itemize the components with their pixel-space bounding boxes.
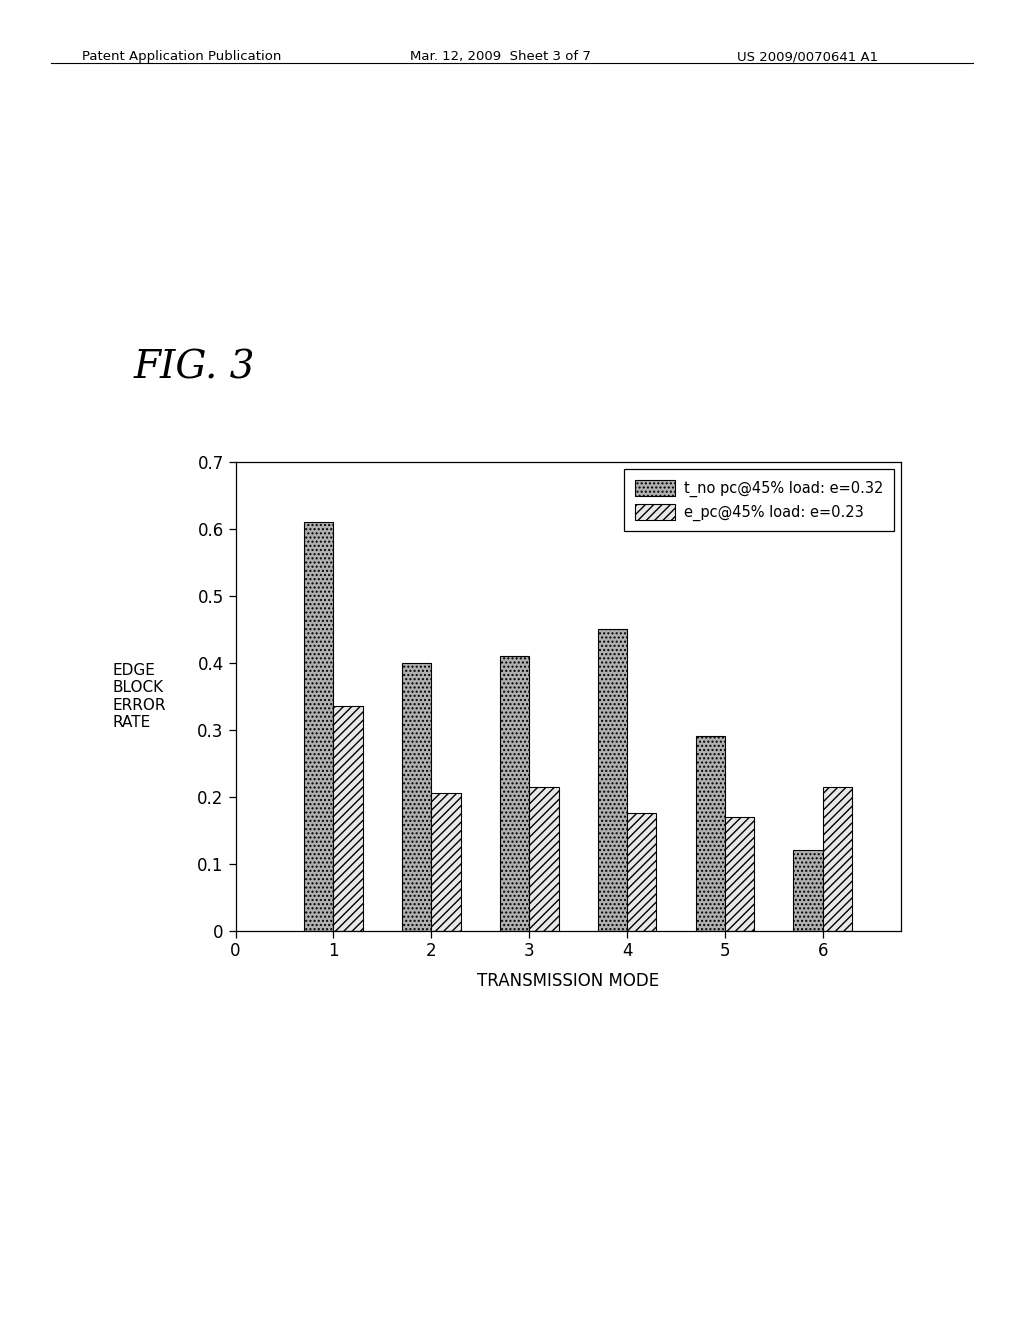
Bar xyxy=(334,706,362,931)
Bar xyxy=(431,793,461,931)
Bar xyxy=(598,630,627,931)
Text: US 2009/0070641 A1: US 2009/0070641 A1 xyxy=(737,50,879,63)
Bar xyxy=(695,737,725,931)
Text: Mar. 12, 2009  Sheet 3 of 7: Mar. 12, 2009 Sheet 3 of 7 xyxy=(410,50,591,63)
Legend: t_no pc@45% load: e=0.32, e_pc@45% load: e=0.23: t_no pc@45% load: e=0.32, e_pc@45% load:… xyxy=(625,470,894,531)
Bar xyxy=(823,787,852,931)
Text: FIG. 3: FIG. 3 xyxy=(133,350,255,387)
Bar xyxy=(304,523,334,931)
Bar xyxy=(627,813,656,931)
Bar xyxy=(500,656,529,931)
Text: Patent Application Publication: Patent Application Publication xyxy=(82,50,282,63)
Y-axis label: EDGE
BLOCK
ERROR
RATE: EDGE BLOCK ERROR RATE xyxy=(113,663,166,730)
X-axis label: TRANSMISSION MODE: TRANSMISSION MODE xyxy=(477,972,659,990)
Bar xyxy=(402,663,431,931)
Bar xyxy=(529,787,558,931)
Bar xyxy=(794,850,823,931)
Bar xyxy=(725,817,755,931)
